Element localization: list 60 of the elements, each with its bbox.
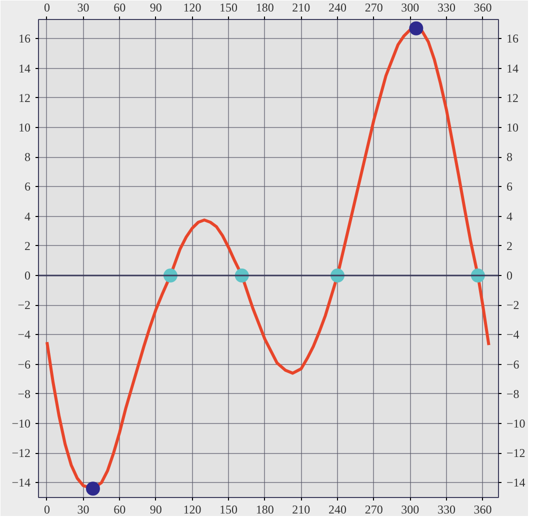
x-tick-label: 240 xyxy=(328,0,346,14)
y2-tick-label: 10 xyxy=(506,120,518,135)
y-tick-label: −14 xyxy=(12,476,31,490)
y2-tick-label: 4 xyxy=(506,209,512,224)
y2-tick-label: 8 xyxy=(506,150,512,164)
y-tick-label: −8 xyxy=(18,386,31,401)
y-tick-label: 0 xyxy=(24,268,30,283)
y2-tick-label: −10 xyxy=(506,416,526,431)
point xyxy=(409,21,424,36)
y2-tick-label: 14 xyxy=(506,61,518,76)
y2-tick-label: 2 xyxy=(506,238,512,253)
y2-tick-label: −8 xyxy=(506,386,520,401)
x-tick-label: 120 xyxy=(183,0,202,14)
y-tick-label: 4 xyxy=(24,209,30,224)
y-tick-label: −4 xyxy=(18,328,31,342)
y2-tick-label: −6 xyxy=(506,357,520,372)
x-tick-label: 30 xyxy=(77,0,90,14)
x-tick-label: 270 xyxy=(364,0,383,14)
x-tick-label: 150 xyxy=(220,0,238,14)
x-tick-label: 360 xyxy=(474,0,492,14)
y-tick-label: 8 xyxy=(24,150,30,164)
y2-tick-label: 6 xyxy=(506,180,512,194)
y2-tick-label: 12 xyxy=(506,90,518,105)
x2-tick-label: 150 xyxy=(220,502,238,516)
x2-tick-label: 60 xyxy=(114,502,126,516)
y-tick-label: 2 xyxy=(24,238,30,253)
x-tick-label: 300 xyxy=(401,0,420,14)
x-tick-label: 210 xyxy=(292,0,310,14)
x-tick-label: 330 xyxy=(437,0,456,14)
x2-tick-label: 120 xyxy=(183,502,202,516)
y-tick-label: 14 xyxy=(18,61,30,76)
x2-tick-label: 330 xyxy=(437,502,456,516)
x2-tick-label: 210 xyxy=(292,502,310,516)
y-tick-label: −6 xyxy=(18,357,31,372)
x2-tick-label: 30 xyxy=(77,502,90,516)
x2-tick-label: 0 xyxy=(44,502,50,516)
x2-tick-label: 90 xyxy=(150,502,162,516)
y-tick-label: 12 xyxy=(18,90,30,105)
x-tick-label: 60 xyxy=(114,0,126,14)
y-tick-label: 16 xyxy=(18,32,30,46)
y2-tick-label: −2 xyxy=(506,298,520,312)
y2-tick-label: 16 xyxy=(506,32,518,46)
y-tick-label: 10 xyxy=(18,120,30,135)
x2-tick-label: 360 xyxy=(474,502,492,516)
x2-tick-label: 240 xyxy=(328,502,346,516)
point xyxy=(86,482,100,496)
y-tick-label: −10 xyxy=(12,416,31,431)
x-tick-label: 90 xyxy=(150,0,162,14)
x-tick-label: 180 xyxy=(256,0,274,14)
x2-tick-label: 180 xyxy=(256,502,274,516)
y-tick-label: 6 xyxy=(24,180,30,194)
x2-tick-label: 270 xyxy=(364,502,383,516)
y2-tick-label: −14 xyxy=(506,476,526,490)
x2-tick-label: 300 xyxy=(401,502,420,516)
y2-tick-label: −12 xyxy=(506,446,526,460)
y-tick-label: −2 xyxy=(18,298,31,312)
x-tick-label: 0 xyxy=(44,0,50,14)
y-tick-label: −12 xyxy=(12,446,31,460)
y2-tick-label: 0 xyxy=(506,268,512,283)
y2-tick-label: −4 xyxy=(506,328,520,342)
